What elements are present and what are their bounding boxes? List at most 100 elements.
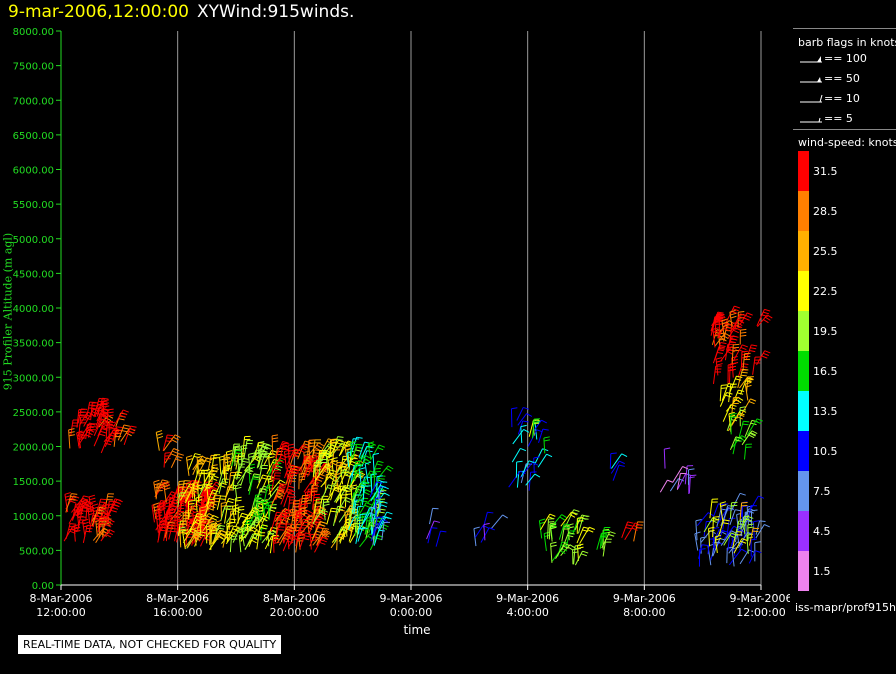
wind-barb-flag bbox=[330, 510, 337, 513]
wind-barb-flag bbox=[188, 500, 195, 502]
wind-barb-flag bbox=[176, 519, 183, 523]
wind-barb-flag bbox=[664, 447, 671, 450]
wind-barb bbox=[723, 532, 732, 546]
wind-barb bbox=[185, 516, 189, 536]
wind-barb-flag bbox=[186, 481, 193, 484]
wind-barb-flag bbox=[107, 408, 114, 411]
wind-barb bbox=[267, 531, 270, 547]
wind-barb bbox=[165, 496, 176, 513]
wind-barb-flag bbox=[569, 514, 576, 518]
wind-barb-flag bbox=[279, 457, 286, 461]
wind-barb-flag bbox=[109, 421, 116, 424]
wind-barb-flag bbox=[573, 509, 580, 512]
wind-barb-flag bbox=[221, 504, 228, 507]
wind-barb-flag bbox=[369, 522, 376, 524]
wind-barb bbox=[739, 549, 750, 565]
wind-barb-flag bbox=[351, 460, 358, 465]
wind-barb-flag bbox=[742, 368, 749, 371]
wind-barb-flag bbox=[372, 452, 380, 456]
wind-barb-flag bbox=[307, 457, 314, 461]
wind-barb-flag bbox=[355, 472, 362, 476]
wind-barb-flag bbox=[284, 452, 291, 456]
wind-barb-flag bbox=[364, 504, 371, 508]
wind-barb-flag bbox=[235, 499, 242, 502]
wind-barb bbox=[303, 463, 311, 477]
x-tick-date-label: 9-Mar-2006 bbox=[380, 592, 443, 605]
wind-barb-flag bbox=[365, 502, 372, 506]
wind-barb-flag bbox=[300, 446, 307, 451]
wind-barb bbox=[741, 432, 751, 446]
wind-barb-flag bbox=[716, 360, 723, 363]
wind-barb-flag bbox=[564, 543, 571, 547]
wind-barb-flag bbox=[548, 521, 555, 523]
wind-barb-flag bbox=[90, 413, 97, 417]
wind-barb bbox=[355, 502, 367, 520]
wind-barb-flag bbox=[99, 433, 106, 437]
wind-barb bbox=[373, 529, 380, 546]
wind-barb-flag bbox=[78, 431, 85, 435]
wind-barb bbox=[334, 462, 342, 476]
wind-barb-flag bbox=[71, 497, 78, 502]
wind-barb-flag bbox=[350, 484, 357, 487]
wind-barb-flag bbox=[764, 350, 771, 354]
wind-barb bbox=[574, 550, 583, 566]
wind-barb-flag bbox=[577, 546, 584, 549]
wind-barb-flag bbox=[304, 535, 311, 538]
wind-barb-flag bbox=[79, 437, 86, 441]
wind-barb-flag bbox=[549, 513, 556, 517]
wind-barb bbox=[727, 534, 731, 551]
wind-barb-flag bbox=[221, 501, 228, 504]
wind-barb-flag bbox=[749, 350, 756, 353]
wind-barb-flag bbox=[238, 505, 245, 508]
wind-barb-flag bbox=[286, 488, 293, 491]
wind-barb bbox=[83, 408, 95, 427]
wind-barb bbox=[695, 520, 698, 541]
wind-barb bbox=[295, 527, 301, 547]
wind-barb bbox=[624, 522, 636, 540]
wind-barb bbox=[307, 440, 310, 456]
wind-barb-flag bbox=[341, 462, 348, 466]
wind-barb-flag bbox=[264, 452, 272, 455]
wind-barb-flag bbox=[245, 528, 252, 532]
wind-barb-flag bbox=[294, 448, 301, 451]
y-tick-label: 5500.00 bbox=[13, 200, 54, 211]
wind-barb-flag bbox=[314, 446, 321, 451]
wind-barb-flag bbox=[200, 527, 207, 531]
wind-barb bbox=[716, 509, 722, 528]
wind-barb-flag bbox=[162, 479, 169, 482]
wind-barb-flag bbox=[720, 342, 727, 345]
wind-barb-flag bbox=[322, 469, 329, 474]
wind-barb bbox=[350, 465, 355, 485]
wind-barb bbox=[520, 460, 530, 477]
wind-barb-flag bbox=[271, 434, 279, 437]
wind-barb-flag bbox=[336, 439, 343, 441]
wind-barb-flag bbox=[317, 476, 324, 480]
wind-barb-flag bbox=[291, 465, 298, 468]
wind-barb-flag bbox=[298, 506, 305, 509]
wind-barb bbox=[189, 513, 198, 532]
wind-barb bbox=[284, 510, 287, 530]
wind-barb-flag bbox=[376, 475, 384, 478]
wind-barb-flag bbox=[209, 505, 216, 509]
wind-barb-flag bbox=[68, 431, 75, 434]
wind-barb bbox=[246, 515, 249, 535]
wind-barb-flag bbox=[708, 526, 715, 529]
x-axis-label: time bbox=[403, 623, 431, 637]
wind-barb-flag bbox=[190, 508, 197, 510]
wind-barb bbox=[709, 499, 713, 519]
wind-barb-flag bbox=[711, 519, 717, 524]
wind-barb bbox=[720, 530, 732, 546]
wind-barb bbox=[271, 435, 274, 455]
wind-barb-flag bbox=[211, 529, 218, 532]
wind-barb bbox=[313, 504, 315, 519]
wind-barb bbox=[204, 481, 217, 498]
wind-barb bbox=[199, 516, 202, 536]
wind-barb-flag bbox=[715, 323, 722, 326]
wind-barb-flag bbox=[169, 493, 176, 498]
wind-barb-flag bbox=[326, 473, 333, 476]
wind-barb-flag bbox=[364, 454, 371, 459]
wind-barb-flag bbox=[312, 520, 319, 524]
x-tick-time-label: 0:00:00 bbox=[390, 606, 432, 619]
wind-barb-flag bbox=[68, 428, 75, 431]
wind-barb-flag bbox=[299, 475, 306, 478]
